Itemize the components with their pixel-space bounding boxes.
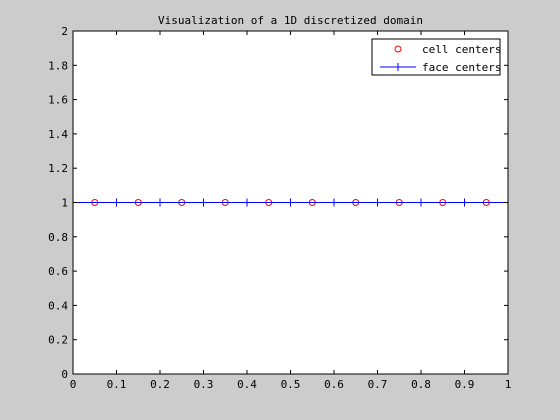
x-tick-label: 0.3: [194, 378, 214, 391]
legend: cell centers face centers: [371, 38, 501, 76]
y-tick-label: 2: [61, 25, 68, 38]
y-tick-label: 1.8: [48, 59, 68, 72]
x-tick-label: 0.5: [281, 378, 301, 391]
legend-box: [371, 38, 501, 76]
x-tick-label: 0.8: [411, 378, 431, 391]
y-tick-label: 1.6: [48, 94, 68, 107]
x-tick-label: 0.6: [324, 378, 344, 391]
legend-label-cell-centers: cell centers: [422, 43, 501, 56]
x-tick-label: 0: [70, 378, 77, 391]
y-tick-label: 0.8: [48, 231, 68, 244]
x-tick-label: 0.4: [237, 378, 257, 391]
y-tick-label: 0.2: [48, 334, 68, 347]
x-tick-label: 1: [505, 378, 512, 391]
x-tick-label: 0.1: [107, 378, 127, 391]
y-tick-label: 1: [61, 197, 68, 210]
x-tick-label: 0.9: [455, 378, 475, 391]
chart-title: Visualization of a 1D discretized domain: [158, 14, 423, 27]
axes-layer: 0 0.1 0.2 0.3 0.4 0.5 0.6 0.7 0.8 0.9 1 0 0.2 0.4 0.6 0…: [48, 25, 511, 391]
y-tick-label: 1.2: [48, 162, 68, 175]
y-tick-label: 1.4: [48, 128, 68, 141]
x-tick-label: 0.2: [150, 378, 170, 391]
legend-marker-cell-centers: [394, 45, 402, 53]
x-tick-label: 0.7: [368, 378, 388, 391]
y-tick-label: 0.4: [48, 299, 68, 312]
y-tick-label: 0: [61, 368, 68, 381]
y-tick-label: 0.6: [48, 265, 68, 278]
legend-label-face-centers: face centers: [422, 61, 501, 74]
series-layer: [72, 198, 509, 207]
